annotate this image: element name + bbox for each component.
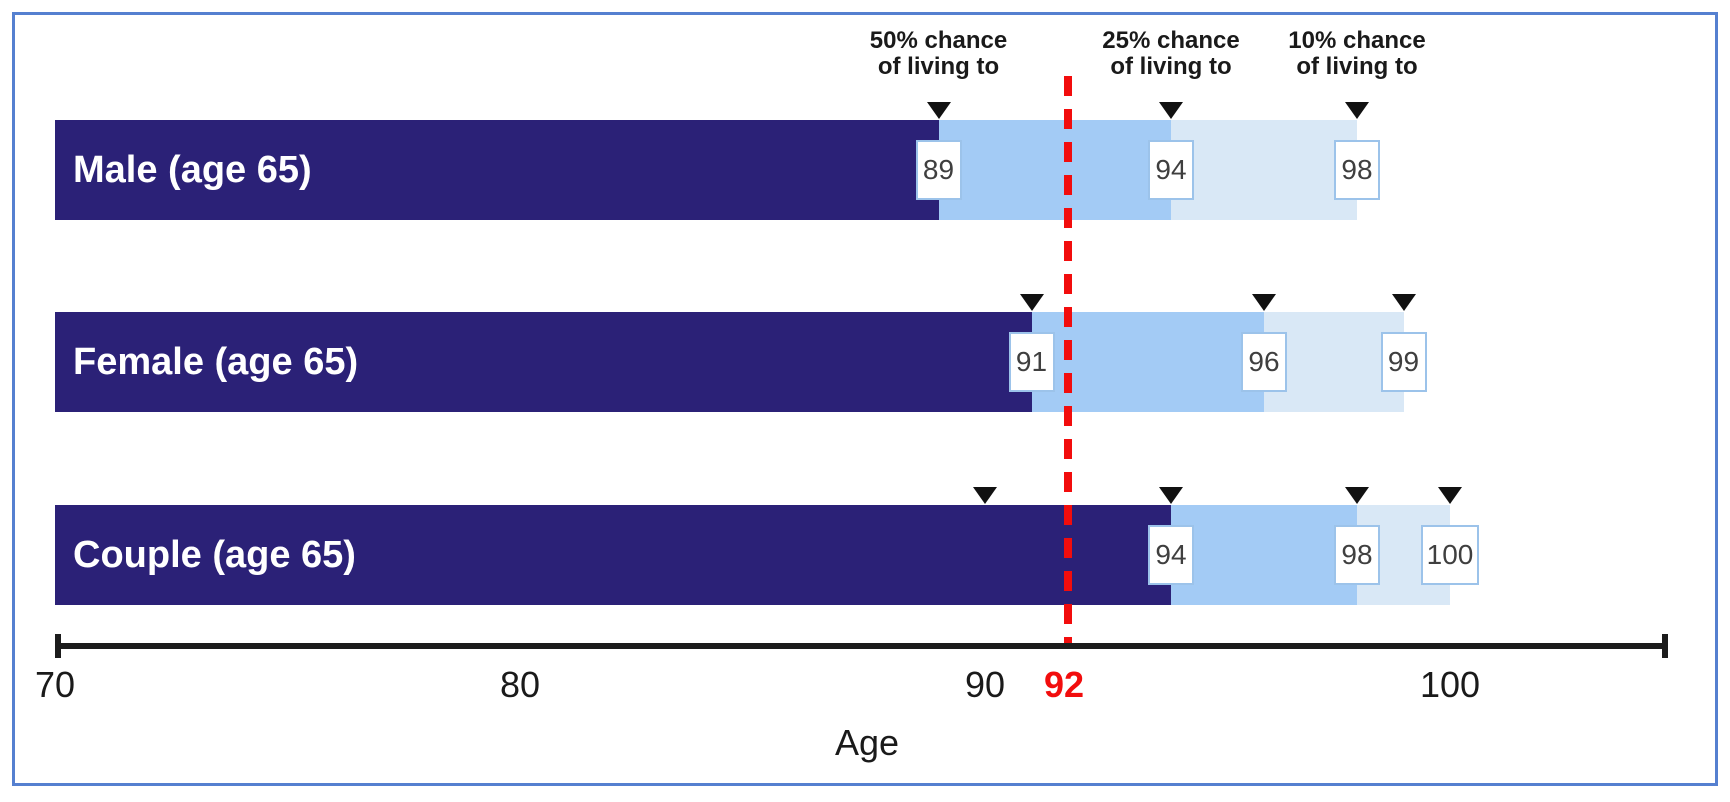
reference-line-92 [1064, 76, 1072, 643]
bar-segment-10pct [1171, 120, 1357, 220]
bar-segment-10pct [1264, 312, 1404, 412]
bar-segment-50pct [55, 505, 1171, 605]
value-box: 94 [1148, 140, 1194, 200]
value-box: 98 [1334, 525, 1380, 585]
value-box: 94 [1148, 525, 1194, 585]
marker-triangle-icon [1019, 294, 1044, 311]
row-label: Female (age 65) [73, 340, 359, 383]
marker-triangle-icon [1159, 102, 1183, 119]
column-header-line1: 25% chance [1102, 27, 1240, 54]
row-label: Male (age 65) [73, 148, 312, 191]
bar-segment-25pct [1171, 505, 1357, 605]
x-axis-line [55, 643, 1668, 649]
column-header-3: 10% chance of living to [1288, 27, 1426, 81]
bar-segment-25pct [938, 120, 1171, 220]
column-header-line2: of living to [877, 53, 1000, 81]
marker-triangle-icon [1159, 487, 1183, 504]
column-header-line2: of living to [1110, 53, 1232, 81]
value-box: 100 [1421, 525, 1479, 585]
value-box: 89 [915, 140, 962, 200]
column-header-line1: 10% chance [1288, 27, 1426, 54]
column-header-line2: of living to [1296, 53, 1418, 81]
marker-triangle-icon [1345, 487, 1369, 504]
bar-segment-50pct [55, 312, 1032, 412]
x-axis-end-cap-right [1662, 634, 1668, 658]
marker-triangle-icon [973, 487, 997, 504]
axis-tick-label-70: 70 [34, 664, 76, 705]
x-axis-end-cap-left [55, 634, 61, 658]
column-header-1: 50% chance of living to [869, 27, 1008, 81]
value-box: 98 [1334, 140, 1380, 200]
value-box: 99 [1380, 332, 1427, 392]
axis-tick-label-100: 100 [1419, 664, 1481, 705]
value-box: 91 [1008, 332, 1055, 392]
marker-triangle-icon [926, 102, 951, 119]
marker-triangle-icon [1345, 102, 1369, 119]
marker-triangle-icon [1252, 294, 1276, 311]
marker-triangle-icon [1391, 294, 1416, 311]
column-header-2: 25% chance of living to [1102, 27, 1240, 81]
figure-border [12, 12, 1718, 786]
axis-tick-label-92-highlight: 92 [1043, 664, 1085, 705]
bar-segment-50pct [55, 120, 939, 220]
value-box: 96 [1241, 332, 1287, 392]
column-header-line1: 50% chance [869, 27, 1008, 54]
row-label: Couple (age 65) [73, 533, 356, 576]
marker-triangle-icon [1438, 487, 1462, 504]
axis-tick-label-90: 90 [964, 664, 1006, 705]
axis-tick-label-80: 80 [499, 664, 541, 705]
axis-title: Age [834, 722, 900, 763]
